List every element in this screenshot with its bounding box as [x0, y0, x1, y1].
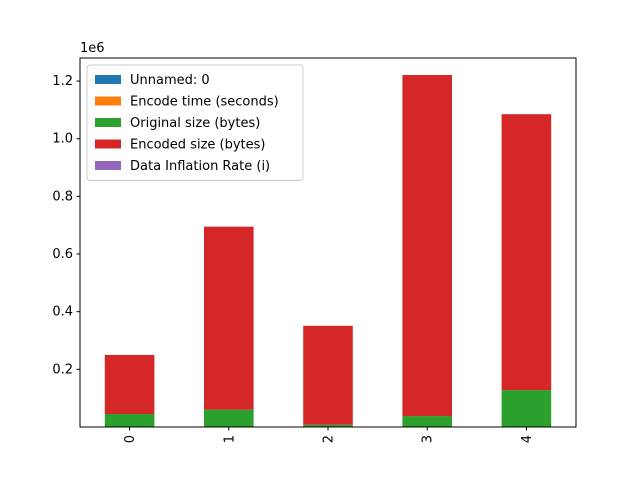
bar-segment-s3-c3 [402, 75, 452, 417]
x-tick-label: 0 [123, 435, 138, 443]
legend-swatch [95, 139, 121, 149]
y-tick-label: 1.2 [52, 74, 73, 89]
x-tick-label: 4 [520, 435, 535, 443]
bars-layer [104, 75, 552, 427]
y-tick-label: 0.4 [52, 305, 73, 320]
legend-label: Encoded size (bytes) [130, 138, 265, 153]
y-tick-label: 0.8 [52, 189, 73, 204]
y-tick-label: 0.6 [52, 247, 73, 262]
legend-swatch [95, 96, 121, 106]
bar-segment-s3-c0 [104, 354, 155, 415]
x-tick-label: 3 [421, 435, 436, 443]
legend-swatch [95, 75, 121, 84]
x-tick-label: 2 [322, 435, 337, 443]
bar-segment-s3-c4 [501, 114, 552, 391]
legend-swatch [95, 161, 121, 170]
y-offset-label: 1e6 [80, 41, 105, 56]
y-tick-label: 0.2 [52, 362, 73, 377]
bar-segment-s2-c4 [501, 390, 552, 427]
bar-segment-s2-c2 [303, 424, 353, 427]
bar-segment-s2-c0 [104, 414, 155, 427]
legend-label: Unnamed: 0 [130, 73, 210, 88]
bar-segment-s3-c2 [303, 325, 353, 425]
legend-label: Data Inflation Rate (i) [130, 159, 270, 174]
bar-segment-s2-c1 [204, 409, 254, 427]
y-tick-label: 1.0 [52, 132, 73, 147]
x-tick-label: 1 [222, 435, 237, 443]
bar-segment-s3-c1 [204, 226, 254, 410]
legend-swatch [95, 118, 121, 127]
legend-box [86, 64, 304, 181]
bar-segment-s2-c3 [402, 416, 452, 427]
legend-label: Original size (bytes) [130, 116, 260, 131]
legend: Unnamed: 0 Encode time (seconds) Original … [86, 64, 304, 181]
legend-label: Encode time (seconds) [130, 95, 279, 110]
axes-layer: 0.2 0.4 0.6 0.8 1.0 1.2 1e6 0 1 2 3 4 [52, 41, 577, 443]
